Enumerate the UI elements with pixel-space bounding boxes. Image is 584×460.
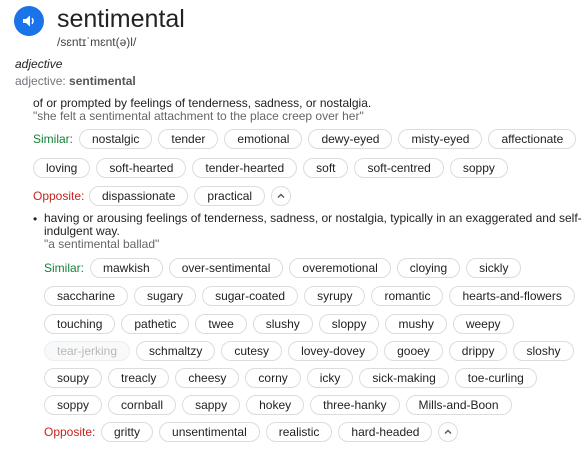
sense-2-opposite-label: Opposite: [44,425,96,439]
synonym-chip[interactable]: schmaltzy [136,341,216,361]
synonym-chip[interactable]: soft-centred [354,158,444,178]
synonym-chip[interactable]: affectionate [488,129,577,149]
sense-2-definition-line-2: indulgent way. [44,224,120,238]
synonym-chip[interactable]: soft [303,158,349,178]
pronounce-button[interactable] [14,6,44,36]
synonym-chip[interactable]: three-hanky [310,395,400,415]
antonym-chip[interactable]: unsentimental [159,422,260,442]
synonym-chip[interactable]: sick-making [359,368,449,388]
synonym-chip[interactable]: Mills-and-Boon [405,395,512,415]
synonym-chip[interactable]: soppy [449,158,508,178]
antonym-chip[interactable]: practical [194,186,266,206]
synonym-chip[interactable]: mawkish [90,258,163,278]
sense-2-similar-row-5: soupy treacly cheesy corny icky sick-mak… [44,368,543,388]
synonym-chip[interactable]: cutesy [221,341,283,361]
synonym-chip[interactable]: icky [306,368,354,388]
synonym-chip[interactable]: corny [245,368,301,388]
sense-1-similar-label: Similar: [33,132,74,146]
pos-prefix: adjective: [15,74,66,88]
synonym-chip[interactable]: soppy [44,395,103,415]
synonym-chip[interactable]: saccharine [44,286,129,306]
sense-2-bullet: • [33,212,38,226]
synonym-chip[interactable]: dewy-eyed [308,129,393,149]
sense-2-similar-row-1: mawkish over-sentimental overemotional c… [90,258,527,278]
sense-2-similar-row-6: soppy cornball sappy hokey three-hanky M… [44,395,518,415]
synonym-chip[interactable]: sugary [134,286,197,306]
synonym-chip[interactable]: pathetic [121,314,190,334]
sense-2-similar-label: Similar: [44,261,85,275]
sense-2-similar-row-4: tear-jerking schmaltzy cutesy lovey-dove… [44,341,580,361]
synonym-chip[interactable]: nostalgic [79,129,153,149]
chevron-up-icon [277,193,285,198]
sense-2-similar-row-2: saccharine sugary sugar-coated syrupy ro… [44,286,581,306]
headword: sentimental [57,5,185,33]
antonym-chip[interactable]: realistic [265,422,333,442]
synonym-chip[interactable]: cloying [396,258,461,278]
pos-heading: adjective: sentimental [15,74,136,88]
antonym-chip[interactable]: dispassionate [89,186,189,206]
synonym-chip[interactable]: gooey [384,341,443,361]
synonym-chip[interactable]: mushy [385,314,447,334]
synonym-chip[interactable]: soupy [44,368,103,388]
part-of-speech: adjective [15,57,63,71]
expand-button[interactable] [271,186,292,206]
synonym-chip[interactable]: misty-eyed [398,129,483,149]
synonym-chip[interactable]: soft-hearted [96,158,187,178]
synonym-chip[interactable]: cornball [108,395,177,415]
synonym-chip[interactable]: sappy [182,395,241,415]
expand-button[interactable] [438,422,459,442]
synonym-chip[interactable]: slushy [252,314,313,334]
synonym-chip[interactable]: sloppy [318,314,380,334]
sense-2-similar-row-3: touching pathetic twee slushy sloppy mus… [44,314,520,334]
sense-1-definition: of or prompted by feelings of tenderness… [33,96,372,110]
synonym-chip[interactable]: drippy [448,341,508,361]
synonym-chip[interactable]: twee [195,314,247,334]
synonym-chip[interactable]: overemotional [289,258,391,278]
chevron-up-icon [444,429,452,434]
antonym-chip[interactable]: hard-headed [338,422,433,442]
synonym-chip[interactable]: romantic [371,286,444,306]
sense-1-similar-row-1: nostalgic tender emotional dewy-eyed mis… [79,129,582,149]
phonetic: /sɛntɪˈmɛnt(ə)l/ [57,35,137,49]
antonym-chip[interactable]: gritty [101,422,154,442]
sense-2-example: "a sentimental ballad" [44,237,160,251]
synonym-chip[interactable]: syrupy [304,286,366,306]
synonym-chip[interactable]: tender [158,129,219,149]
synonym-chip[interactable]: hearts-and-flowers [449,286,575,306]
synonym-chip[interactable]: treacly [108,368,170,388]
speaker-icon [23,15,34,27]
synonym-chip[interactable]: toe-curling [454,368,537,388]
synonym-chip[interactable]: loving [33,158,91,178]
synonym-chip[interactable]: tender-hearted [192,158,298,178]
sense-2-opposite-row: gritty unsentimental realistic hard-head… [101,422,459,442]
synonym-chip[interactable]: lovey-dovey [288,341,379,361]
synonym-chip[interactable]: weepy [452,314,514,334]
sense-2-definition-line-1: having or arousing feelings of tendernes… [44,211,582,225]
synonym-chip[interactable]: sugar-coated [202,286,299,306]
synonym-chip[interactable]: cheesy [175,368,240,388]
synonym-chip[interactable]: sloshy [513,341,574,361]
synonym-chip[interactable]: over-sentimental [168,258,284,278]
pos-word: sentimental [69,74,136,88]
sense-1-example: "she felt a sentimental attachment to th… [33,109,364,123]
sense-1-similar-row-2: loving soft-hearted tender-hearted soft … [33,158,514,178]
synonym-chip-muted: tear-jerking [44,341,131,361]
synonym-chip[interactable]: hokey [246,395,305,415]
sense-1-opposite-row: dispassionate practical [89,186,292,206]
synonym-chip[interactable]: touching [44,314,116,334]
synonym-chip[interactable]: emotional [224,129,303,149]
sense-1-opposite-label: Opposite: [33,189,85,203]
synonym-chip[interactable]: sickly [466,258,522,278]
